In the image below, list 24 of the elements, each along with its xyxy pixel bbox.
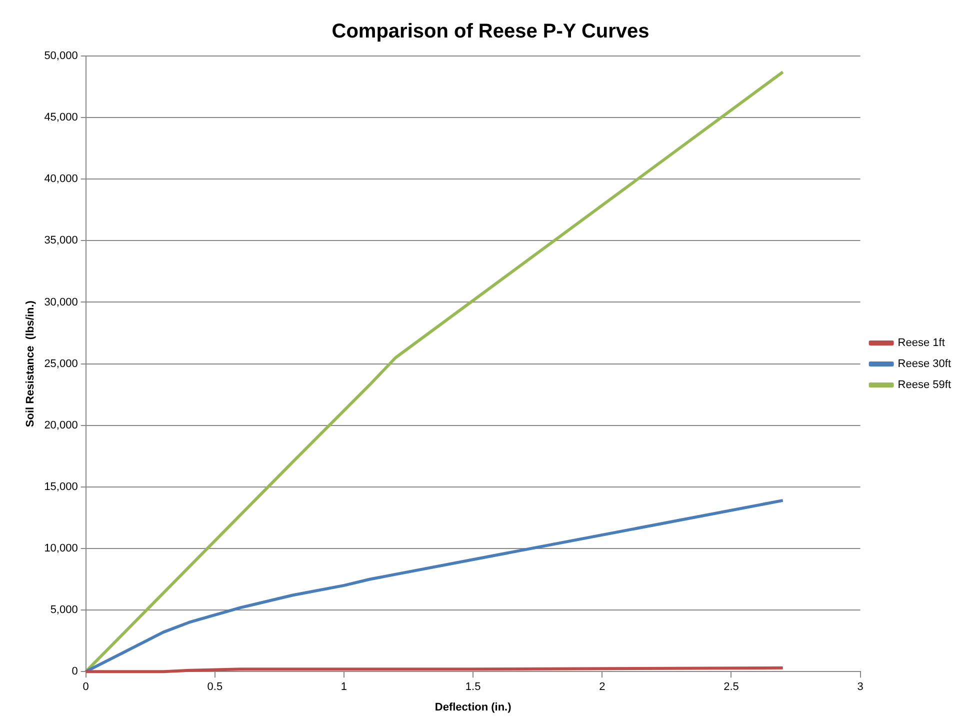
y-tick-label: 40,000 [44,173,78,186]
legend-label: Reese 30ft [898,358,951,370]
x-tick-label: 0.5 [207,681,223,694]
legend-label: Reese 59ft [898,379,951,392]
y-tick-label: 50,000 [44,50,78,62]
x-tick-label: 0 [82,681,89,694]
y-tick-label: 25,000 [44,358,78,370]
y-tick-label: 5,000 [50,604,78,616]
chart-title: Comparison of Reese P-Y Curves [332,20,650,43]
x-axis-title: Deflection (in.) [434,701,512,714]
y-tick-label: 15,000 [44,480,78,493]
y-tick-label: 30,000 [44,296,78,308]
x-tick-label: 1.5 [465,681,481,694]
x-tick-label: 1 [340,681,348,694]
x-tick-label: 2 [599,681,606,694]
y-tick-label: 0 [72,666,78,678]
y-tick-label: 45,000 [44,112,78,124]
y-axis-title: Soil Resistance (lbs/in.) [24,300,37,428]
y-tick-label: 20,000 [44,419,78,432]
legend-label: Reese 1ft [898,337,945,350]
x-tick-label: 3 [857,681,864,694]
y-tick-label: 10,000 [44,542,78,555]
x-tick-label: 2.5 [724,681,739,694]
y-tick-label: 35,000 [44,234,78,247]
